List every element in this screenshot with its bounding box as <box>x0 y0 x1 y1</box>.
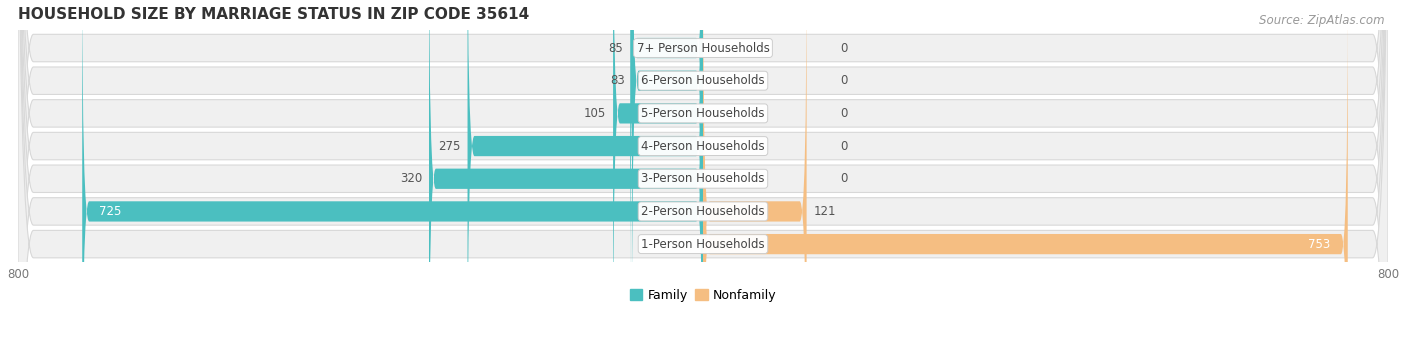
FancyBboxPatch shape <box>703 0 807 341</box>
Text: 83: 83 <box>610 74 626 87</box>
FancyBboxPatch shape <box>18 0 1388 341</box>
Text: 2-Person Households: 2-Person Households <box>641 205 765 218</box>
Text: 0: 0 <box>839 139 848 152</box>
FancyBboxPatch shape <box>18 0 1388 341</box>
Text: 0: 0 <box>839 42 848 55</box>
Text: 0: 0 <box>839 107 848 120</box>
Text: HOUSEHOLD SIZE BY MARRIAGE STATUS IN ZIP CODE 35614: HOUSEHOLD SIZE BY MARRIAGE STATUS IN ZIP… <box>18 7 529 22</box>
Text: 320: 320 <box>399 172 422 185</box>
FancyBboxPatch shape <box>18 0 1388 341</box>
Text: 1-Person Households: 1-Person Households <box>641 238 765 251</box>
Text: 85: 85 <box>609 42 623 55</box>
FancyBboxPatch shape <box>429 0 703 341</box>
Legend: Family, Nonfamily: Family, Nonfamily <box>624 284 782 307</box>
FancyBboxPatch shape <box>18 0 1388 341</box>
FancyBboxPatch shape <box>82 0 703 341</box>
Text: 4-Person Households: 4-Person Households <box>641 139 765 152</box>
FancyBboxPatch shape <box>703 0 1348 341</box>
Text: 3-Person Households: 3-Person Households <box>641 172 765 185</box>
Text: 5-Person Households: 5-Person Households <box>641 107 765 120</box>
Text: 121: 121 <box>814 205 837 218</box>
FancyBboxPatch shape <box>630 0 703 299</box>
FancyBboxPatch shape <box>18 0 1388 341</box>
Text: 0: 0 <box>839 172 848 185</box>
FancyBboxPatch shape <box>631 0 703 332</box>
Text: 105: 105 <box>583 107 606 120</box>
Text: 753: 753 <box>1309 238 1330 251</box>
FancyBboxPatch shape <box>468 0 703 341</box>
Text: 6-Person Households: 6-Person Households <box>641 74 765 87</box>
Text: 0: 0 <box>839 74 848 87</box>
Text: 725: 725 <box>100 205 122 218</box>
FancyBboxPatch shape <box>18 0 1388 341</box>
Text: 7+ Person Households: 7+ Person Households <box>637 42 769 55</box>
FancyBboxPatch shape <box>18 0 1388 341</box>
FancyBboxPatch shape <box>613 0 703 341</box>
Text: Source: ZipAtlas.com: Source: ZipAtlas.com <box>1260 14 1385 27</box>
Text: 275: 275 <box>439 139 461 152</box>
